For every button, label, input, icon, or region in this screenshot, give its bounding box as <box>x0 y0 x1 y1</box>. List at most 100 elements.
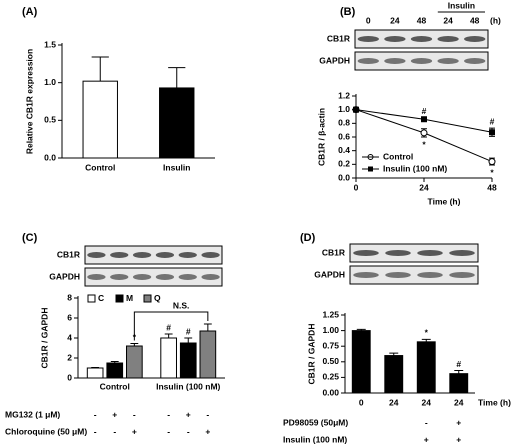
point <box>421 116 427 123</box>
condition-label: PD98059 (50μM) <box>283 417 348 427</box>
blot-band <box>110 252 129 258</box>
bar <box>384 355 404 394</box>
panel-label: (C) <box>22 232 38 244</box>
legend-label: Insulin (100 nM) <box>383 163 447 173</box>
blot-band <box>132 274 152 280</box>
x-axis-label: Time (h) <box>478 397 511 407</box>
error-bar <box>130 343 139 346</box>
lane-label: 24 <box>390 15 400 25</box>
blot-frame <box>349 243 479 263</box>
blot-band <box>353 272 379 278</box>
blot-band <box>110 274 129 280</box>
point <box>353 106 359 113</box>
bar <box>86 367 104 379</box>
blot-band <box>178 274 197 280</box>
error-bar <box>389 352 399 356</box>
annotation: # <box>456 359 461 369</box>
legend-swatch <box>143 294 152 303</box>
y-tick-label: 8 <box>67 292 72 302</box>
y-tick-label: 6 <box>67 312 72 322</box>
group-label: Insulin <box>448 0 475 10</box>
bar <box>106 362 124 379</box>
bar <box>159 87 195 159</box>
x-tick-label: 24 <box>419 182 429 192</box>
bar <box>449 373 469 394</box>
condition-label: MG132 (1 μM) <box>5 409 60 419</box>
condition-sign: + <box>132 426 137 436</box>
bar <box>351 330 371 394</box>
blot-band <box>437 58 459 64</box>
blot-band <box>87 252 106 258</box>
error-bar <box>168 67 186 88</box>
y-tick-label: 0.5 <box>44 115 56 125</box>
y-tick-label: 1.2 <box>338 90 350 100</box>
time-unit: (h) <box>490 15 501 25</box>
annotation: # <box>490 116 495 126</box>
x-tick-label: 48 <box>487 182 497 192</box>
x-tick-label: Insulin (100 nM) <box>156 381 220 391</box>
blot-frame <box>84 245 223 265</box>
error-bar <box>184 337 193 343</box>
blot-frame <box>84 267 223 287</box>
y-tick-label: 0 <box>67 372 72 382</box>
lane-label: 24 <box>443 15 453 25</box>
blot-row-label: CB1R <box>327 33 350 43</box>
bar <box>126 345 143 379</box>
y-tick-label: 1.00 <box>322 325 339 335</box>
blot-band <box>132 252 152 258</box>
y-tick-label: 0.8 <box>338 118 350 128</box>
condition-label: Insulin (100 nM) <box>283 434 347 444</box>
y-tick-label: 0.6 <box>338 131 350 141</box>
blot-frame <box>349 265 479 285</box>
blot-band <box>464 58 486 64</box>
blot-band <box>410 36 433 42</box>
y-tick-label: 1.5 <box>44 39 56 49</box>
y-tick-label: 1.25 <box>322 309 339 319</box>
condition-sign: - <box>206 409 209 419</box>
panel-label: (B) <box>340 6 356 18</box>
x-tick-label: 24 <box>454 397 464 407</box>
y-tick-label: 0.2 <box>338 159 350 169</box>
blot-row-label: CB1R <box>57 249 80 259</box>
condition-sign: + <box>456 434 461 444</box>
blot-band <box>449 250 475 256</box>
y-axis-label: CB1R / GAPDH <box>39 308 49 369</box>
blot-band <box>155 274 175 280</box>
condition-sign: + <box>424 434 429 444</box>
y-tick-label: 2 <box>67 352 72 362</box>
blot-band <box>384 36 406 42</box>
blot-band <box>201 274 220 280</box>
bar <box>82 80 118 159</box>
blot-band <box>87 274 106 280</box>
bar <box>179 342 197 379</box>
bar <box>199 330 217 379</box>
x-tick-label: 0 <box>359 397 364 407</box>
lane-label: 48 <box>417 15 427 25</box>
x-tick-label: Control <box>100 381 130 391</box>
condition-sign: - <box>187 426 190 436</box>
annotation: # <box>186 326 191 336</box>
x-tick-label: 24 <box>422 397 432 407</box>
blot-band <box>357 58 379 64</box>
blot-band <box>353 250 379 256</box>
blot-band <box>437 36 459 42</box>
legend-label: Q <box>154 293 161 303</box>
legend-label: M <box>126 293 133 303</box>
legend-swatch <box>115 294 124 303</box>
blot-band <box>357 36 379 42</box>
error-bar <box>91 56 109 82</box>
error-bar <box>91 367 100 368</box>
bar <box>160 337 177 379</box>
blot-row-label: GAPDH <box>319 55 350 65</box>
y-tick-label: 4 <box>67 332 72 342</box>
blot-band <box>385 250 411 256</box>
condition-sign: + <box>186 409 191 419</box>
condition-sign: - <box>133 409 136 419</box>
y-tick-label: 1.0 <box>338 104 350 114</box>
x-tick-label: 24 <box>389 397 399 407</box>
blot-band <box>155 252 175 258</box>
blot-band <box>410 58 433 64</box>
blot-row-label: GAPDH <box>49 271 80 281</box>
blot-row-label: GAPDH <box>314 269 345 279</box>
annotation: # <box>166 322 171 332</box>
